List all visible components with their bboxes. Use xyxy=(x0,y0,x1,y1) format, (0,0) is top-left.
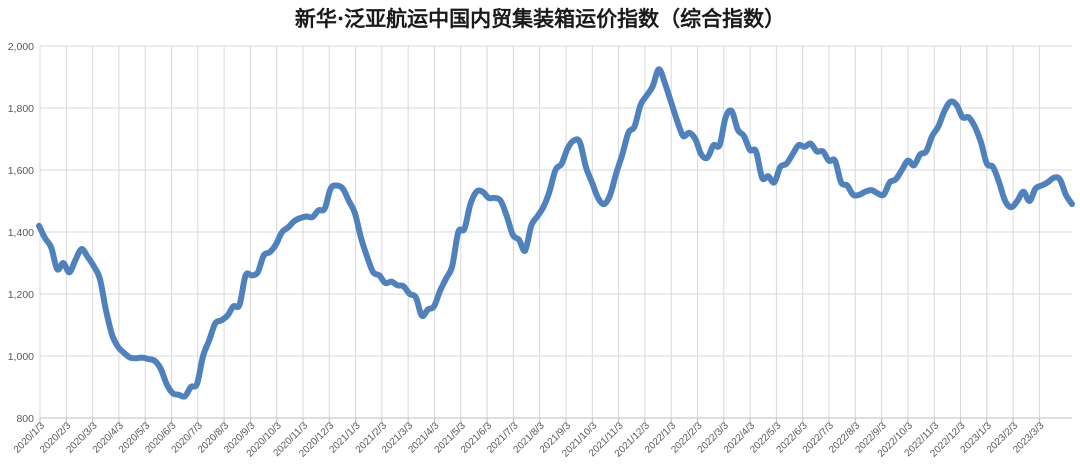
y-tick-label: 2,000 xyxy=(8,41,34,53)
series-line xyxy=(36,66,1075,400)
y-tick-label: 1,000 xyxy=(8,351,34,363)
x-axis-tick-labels: 2020/1/32020/2/32020/3/32020/4/32020/5/3… xyxy=(12,420,1047,460)
y-tick-label: 1,400 xyxy=(8,227,34,239)
y-axis-tick-labels: 800 1,000 1,200 1,400 1,600 1,800 2,000 xyxy=(8,41,34,425)
y-tick-label: 1,800 xyxy=(8,103,34,115)
gridlines xyxy=(39,45,1072,419)
series-layer xyxy=(36,66,1075,400)
y-tick-label: 1,600 xyxy=(8,165,34,177)
chart-title: 新华·泛亚航运中国内贸集装箱运价指数（综合指数） xyxy=(295,6,785,31)
y-tick-label: 1,200 xyxy=(8,289,34,301)
axes xyxy=(39,417,1072,423)
y-tick-label: 800 xyxy=(16,413,34,425)
